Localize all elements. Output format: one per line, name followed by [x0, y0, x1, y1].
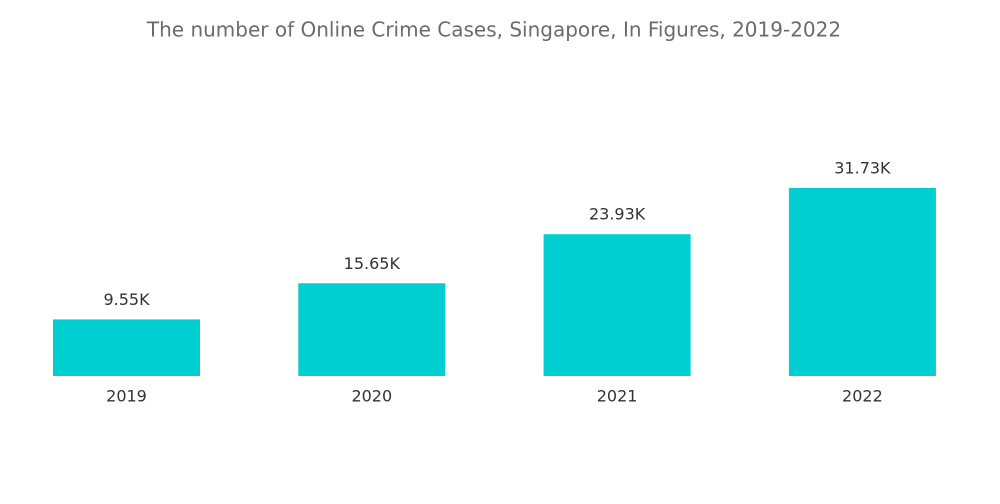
data-label: 15.65K: [344, 254, 401, 273]
x-tick-label: 2022: [842, 387, 883, 406]
bar: [53, 319, 200, 376]
data-label: 9.55K: [103, 290, 150, 309]
bar: [298, 283, 446, 376]
data-label: 23.93K: [589, 205, 646, 224]
bar: [543, 234, 691, 376]
data-label: 31.73K: [834, 159, 891, 178]
x-tick-label: 2021: [597, 387, 638, 406]
x-tick-label: 2020: [351, 387, 392, 406]
chart-title: The number of Online Crime Cases, Singap…: [146, 18, 841, 42]
x-tick-label: 2019: [106, 387, 147, 406]
bar: [788, 188, 936, 376]
